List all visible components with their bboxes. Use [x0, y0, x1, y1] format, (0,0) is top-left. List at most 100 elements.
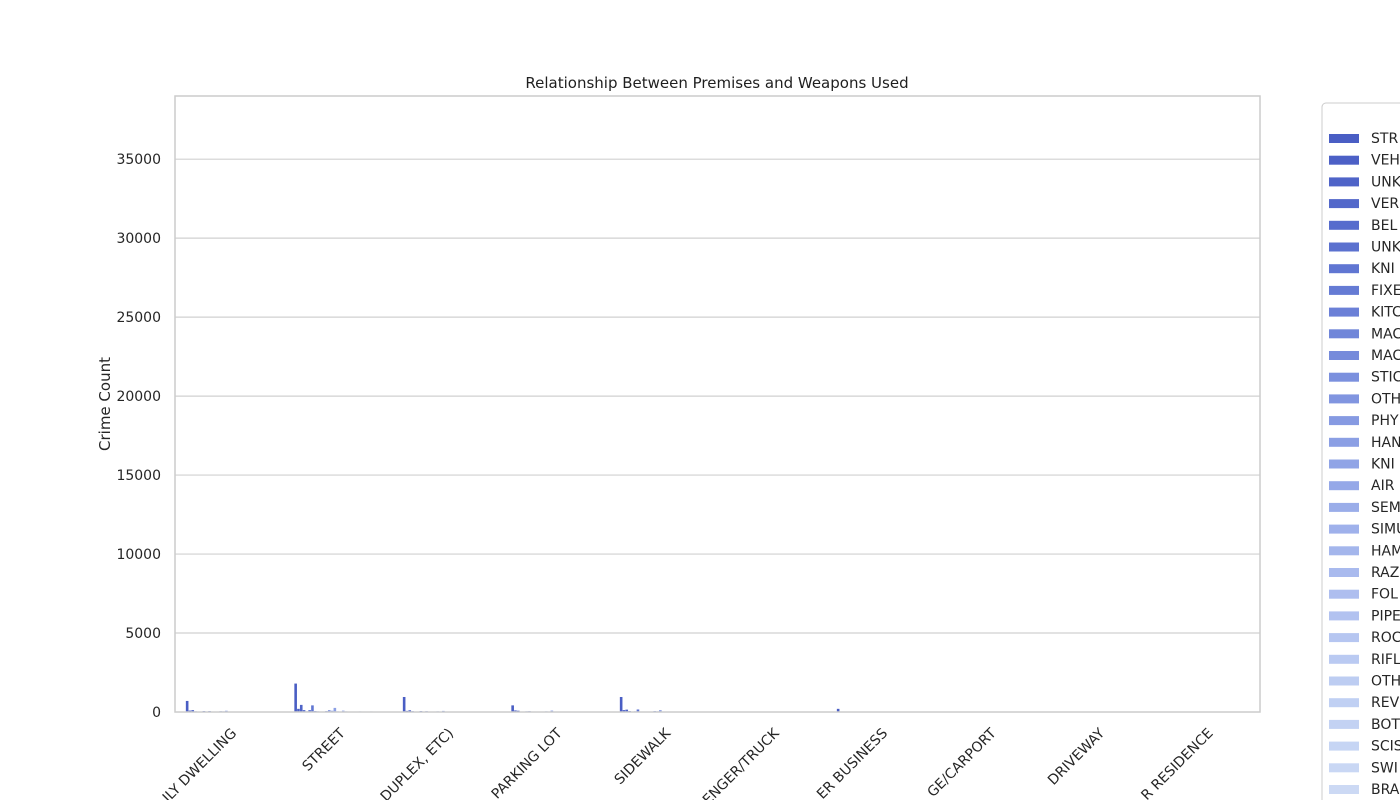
legend-swatch [1329, 524, 1359, 534]
legend-label: UNK [1371, 240, 1400, 256]
bar [302, 710, 306, 712]
legend-swatch [1329, 633, 1359, 643]
legend-label: BEL [1371, 218, 1397, 234]
legend-label: SEM [1371, 500, 1400, 516]
legend-label: UNK [1371, 174, 1400, 190]
bar [622, 710, 626, 712]
legend-label: ROC [1371, 630, 1400, 646]
legend-swatch [1329, 589, 1359, 599]
legend-label: KNI [1371, 261, 1395, 277]
x-tick-label: SIDEWALK [612, 725, 675, 788]
legend-swatch [1329, 698, 1359, 708]
legend-swatch [1329, 199, 1359, 209]
legend-swatch [1329, 329, 1359, 339]
legend-swatch [1329, 437, 1359, 447]
legend-label: STIC [1371, 370, 1400, 386]
bar [327, 710, 331, 712]
bar [402, 696, 406, 712]
legend-swatch [1329, 719, 1359, 729]
x-tick-label: ILY DWELLING [160, 726, 240, 800]
legend-swatch [1329, 459, 1359, 469]
bar [299, 704, 303, 712]
legend-label: KNI [1371, 457, 1395, 473]
bar [625, 709, 629, 712]
legend-label: SIMU [1371, 522, 1400, 538]
bar [659, 710, 662, 712]
bar [408, 710, 412, 712]
bar [294, 683, 297, 712]
legend-swatch [1329, 481, 1359, 491]
y-tick-label: 20000 [116, 389, 161, 405]
grid-lines [175, 158, 1260, 634]
legend-swatch [1329, 394, 1359, 404]
legend-label: PHY [1371, 413, 1399, 429]
legend-swatch [1329, 502, 1359, 512]
legend-swatch [1329, 242, 1359, 252]
plot-frame [174, 95, 1261, 713]
legend-swatch [1329, 416, 1359, 426]
legend-label: FIXE [1371, 283, 1400, 299]
legend-label: SCIS [1371, 739, 1400, 755]
x-tick-label: STREET [299, 725, 348, 774]
legend-swatch [1329, 134, 1359, 143]
bar [514, 710, 517, 712]
legend-swatch [1329, 177, 1359, 187]
legend-swatch [1329, 264, 1359, 274]
legend-swatch [1329, 763, 1359, 773]
y-axis-label: Crime Count [96, 357, 114, 451]
chart-title: Relationship Between Premises and Weapon… [525, 74, 908, 92]
legend-swatch [1329, 546, 1359, 556]
legend-swatch [1329, 351, 1359, 360]
legend-label: RAZ [1371, 565, 1399, 581]
x-tick-labels: ILY DWELLING STREET DUPLEX, ETC) PARKING LO… [160, 725, 1217, 800]
legend-label: OTH [1371, 674, 1400, 690]
bar [185, 700, 189, 712]
legend-label: BRA [1371, 782, 1400, 798]
legend-label: PIPE [1371, 608, 1400, 624]
bar [308, 710, 311, 712]
y-tick-label: 15000 [116, 468, 161, 484]
bar [297, 708, 300, 712]
legend-label: HAN [1371, 435, 1400, 451]
legend: STR VEH UNK VER BEL UNK KNI FIXE KITC MAC MAC STIC O… [1321, 102, 1400, 800]
legend-swatch [1329, 155, 1359, 165]
legend-swatch [1329, 741, 1359, 751]
x-tick-label: PARKING LOT [489, 725, 566, 800]
bar [636, 709, 640, 712]
bar [619, 696, 623, 712]
bar [191, 710, 195, 712]
legend-swatch [1329, 307, 1359, 317]
legend-label: BOT [1371, 717, 1400, 733]
legend-swatch [1329, 785, 1359, 794]
y-tick-label: 35000 [116, 152, 161, 168]
x-tick-label: DUPLEX, ETC) [378, 726, 457, 800]
y-tick-label: 30000 [116, 231, 161, 247]
legend-box [1321, 102, 1400, 800]
legend-swatch [1329, 568, 1359, 577]
legend-label: REV [1371, 695, 1400, 711]
legend-label: FOL [1371, 587, 1398, 603]
legend-label: SWI [1371, 760, 1398, 776]
x-tick-label: R RESIDENCE [1138, 726, 1216, 800]
legend-swatch [1329, 285, 1359, 295]
legend-label: OTH [1371, 391, 1400, 407]
x-tick-label: ENGER/TRUCK [700, 725, 783, 800]
x-tick-label: ER BUSINESS [814, 725, 891, 800]
y-tick-label: 0 [152, 705, 161, 721]
bar [333, 707, 337, 712]
bars [185, 683, 1249, 712]
y-tick-labels: 0 5000 10000 15000 20000 25000 30000 35000 [116, 152, 161, 721]
x-tick-label: DRIVEWAY [1045, 725, 1108, 788]
legend-label: RIFL [1371, 652, 1400, 668]
bar [836, 708, 840, 712]
legend-swatch [1329, 654, 1359, 664]
legend-swatch [1329, 220, 1359, 230]
legend-label: VEH [1371, 153, 1400, 169]
y-tick-label: 25000 [116, 310, 161, 326]
legend-swatch [1329, 611, 1359, 621]
legend-label: MAC [1371, 348, 1400, 364]
legend-label: MAC [1371, 326, 1400, 342]
legend-swatch [1329, 372, 1359, 382]
bar [311, 705, 314, 712]
